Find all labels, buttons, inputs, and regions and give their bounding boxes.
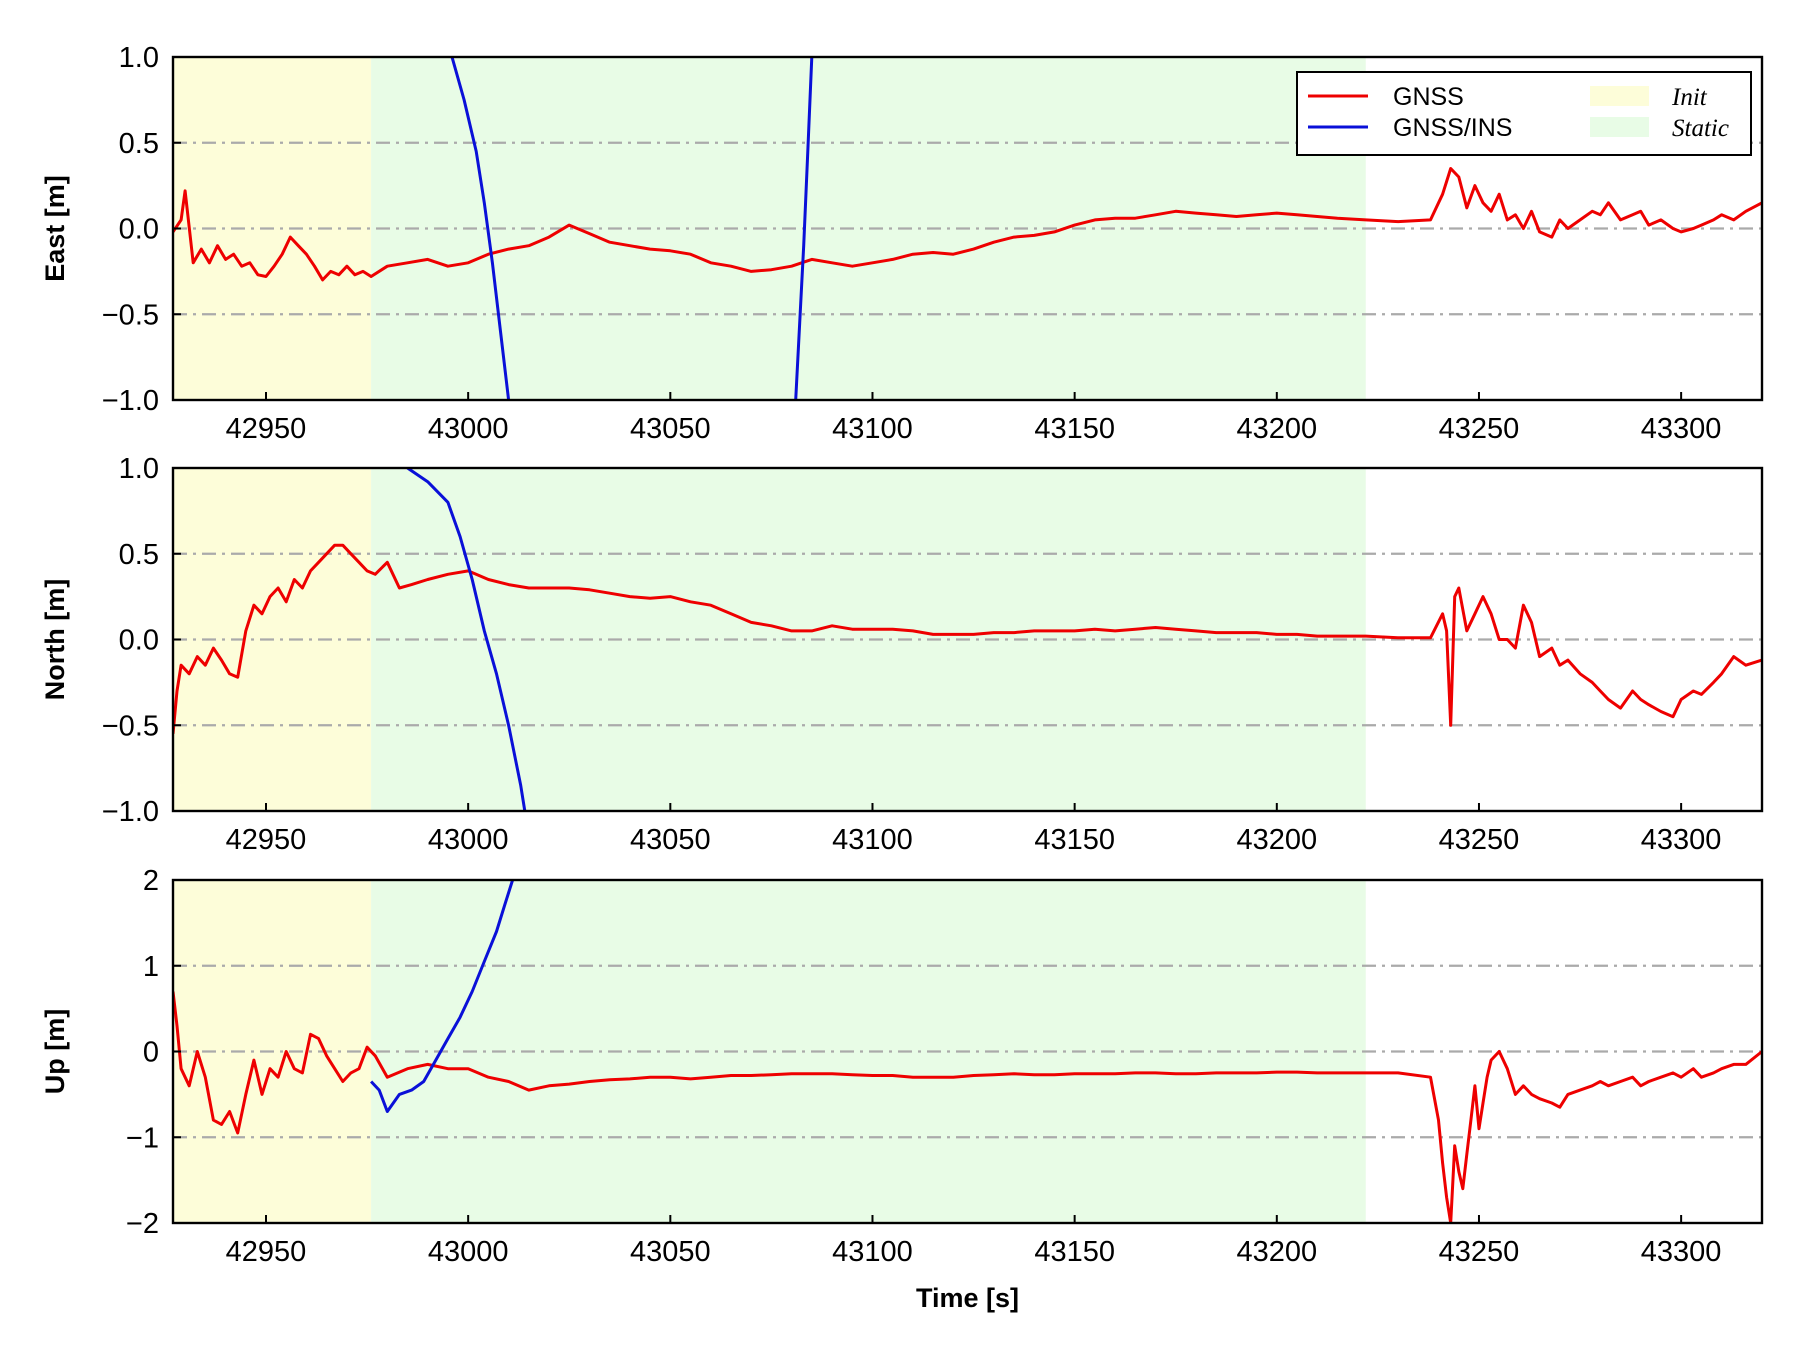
region-static [371, 57, 1366, 400]
region-static [371, 468, 1366, 811]
legend-box [1296, 71, 1752, 156]
y-tick-label: 1.0 [119, 42, 159, 74]
series-group [173, 57, 1762, 400]
x-tick-label: 43250 [1439, 824, 1520, 856]
y-tick-label: 2 [143, 865, 159, 897]
x-tick-label: 43050 [630, 824, 711, 856]
y-tick-label: −1.0 [102, 796, 159, 828]
x-tick-label: 43300 [1641, 824, 1722, 856]
x-tick-label: 43100 [832, 824, 913, 856]
y-tick-label: 0 [143, 1037, 159, 1069]
legend-label: GNSS/INS [1393, 114, 1512, 142]
x-tick-label: 43000 [428, 824, 509, 856]
y-tick-label: 0.0 [119, 625, 159, 657]
gnss-line [173, 543, 1762, 734]
y-tick-label: 1 [143, 951, 159, 983]
x-tick-label: 43050 [630, 413, 711, 445]
y-tick-label: −1 [126, 1122, 159, 1154]
x-tick-label: 43300 [1641, 413, 1722, 445]
gnss-ins-line [406, 468, 527, 811]
y-tick-label: 0.5 [119, 128, 159, 160]
x-tick-label: 43150 [1034, 824, 1115, 856]
series-group [173, 468, 1762, 811]
x-tick-label: 43000 [428, 1236, 509, 1268]
x-tick-label: 42950 [226, 1236, 307, 1268]
legend-label: GNSS [1393, 83, 1464, 111]
y-axis-label: North [m] [40, 579, 70, 700]
x-tick-label: 42950 [226, 413, 307, 445]
y-axis-label: East [m] [40, 175, 70, 282]
x-tick-label: 43050 [630, 1236, 711, 1268]
x-axis-label: Time [s] [916, 1283, 1019, 1313]
y-tick-label: −1.0 [102, 385, 159, 417]
legend-swatch-init [1590, 86, 1649, 106]
x-tick-label: 43100 [832, 1236, 913, 1268]
gnss-ins-line [370, 880, 515, 1113]
gnss-ins-line [794, 57, 814, 400]
gnss-line [173, 991, 1762, 1223]
y-tick-label: 1.0 [119, 453, 159, 485]
gnss-line [173, 167, 1762, 282]
gnss-ins-line [450, 57, 511, 400]
legend-label: Static [1672, 115, 1729, 142]
y-tick-label: 0.5 [119, 539, 159, 571]
y-tick-label: −2 [126, 1208, 159, 1240]
legend: GNSS GNSS/INS Init Static [1296, 71, 1752, 156]
y-tick-label: 0.0 [119, 214, 159, 246]
y-tick-label: −0.5 [102, 299, 159, 331]
panel-1: −1.0 −0.5 0.0 0.5 1.0 42950 43000 43050 43100 431… [40, 42, 1764, 445]
x-tick-label: 43000 [428, 413, 509, 445]
x-tick-label: 43200 [1236, 413, 1317, 445]
x-tick-label: 43150 [1034, 1236, 1115, 1268]
x-tick-label: 43100 [832, 413, 913, 445]
x-tick-label: 43250 [1439, 1236, 1520, 1268]
legend-swatch-static [1590, 117, 1649, 137]
legend-label: Init [1671, 84, 1708, 111]
series-group [173, 880, 1762, 1223]
x-tick-label: 42950 [226, 824, 307, 856]
panel-3: −2 −1 0 1 2 42950 43000 43050 43100 43150 43200 432… [40, 865, 1764, 1268]
x-tick-label: 43250 [1439, 413, 1520, 445]
y-tick-label: −0.5 [102, 710, 159, 742]
x-tick-label: 43200 [1236, 1236, 1317, 1268]
y-axis-label: Up [m] [40, 1009, 70, 1094]
x-tick-label: 43300 [1641, 1236, 1722, 1268]
x-tick-label: 43150 [1034, 413, 1115, 445]
region-static [371, 880, 1366, 1223]
x-tick-label: 43200 [1236, 824, 1317, 856]
panel-2: −1.0 −0.5 0.0 0.5 1.0 42950 43000 43050 43100 431… [40, 453, 1764, 856]
